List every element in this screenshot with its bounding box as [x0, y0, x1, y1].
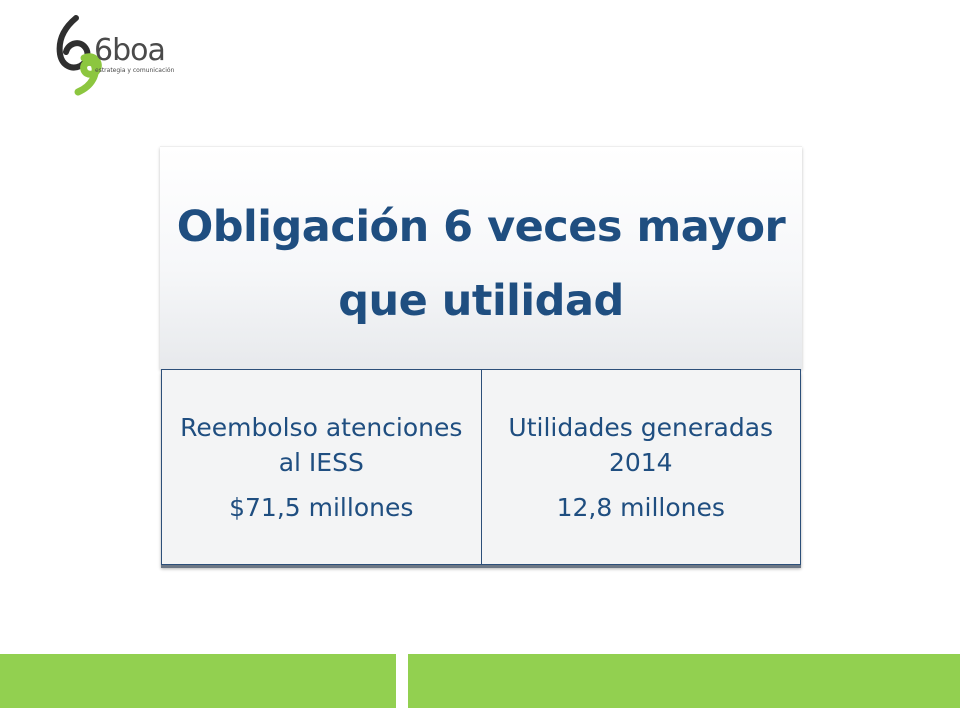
reimbursement-cell: Reembolso atenciones al IESS $71,5 millo…: [162, 370, 482, 564]
footer-bar-left: [0, 654, 396, 708]
logo-tagline: estrategia y comunicación: [95, 67, 175, 74]
comparison-diagram: Obligación 6 veces mayor que utilidad Re…: [160, 146, 802, 572]
title-box: Obligación 6 veces mayor que utilidad: [160, 146, 802, 369]
logo-six-nine-icon: [56, 15, 102, 96]
logo-wordmark: 6boa: [94, 33, 166, 68]
comparison-row: Reembolso atenciones al IESS $71,5 millo…: [161, 369, 801, 565]
profit-value: 12,8 millones: [556, 492, 725, 522]
profit-cell: Utilidades generadas 2014 12,8 millones: [482, 370, 801, 564]
slide-title: Obligación 6 veces mayor que utilidad: [176, 202, 786, 326]
footer-bar-right: [408, 654, 960, 708]
reimbursement-value: $71,5 millones: [229, 492, 414, 522]
brand-logo: 6boa estrategia y comunicación: [54, 14, 184, 98]
profit-label: Utilidades generadas 2014: [508, 412, 774, 477]
reimbursement-label: Reembolso atenciones al IESS: [180, 412, 463, 477]
